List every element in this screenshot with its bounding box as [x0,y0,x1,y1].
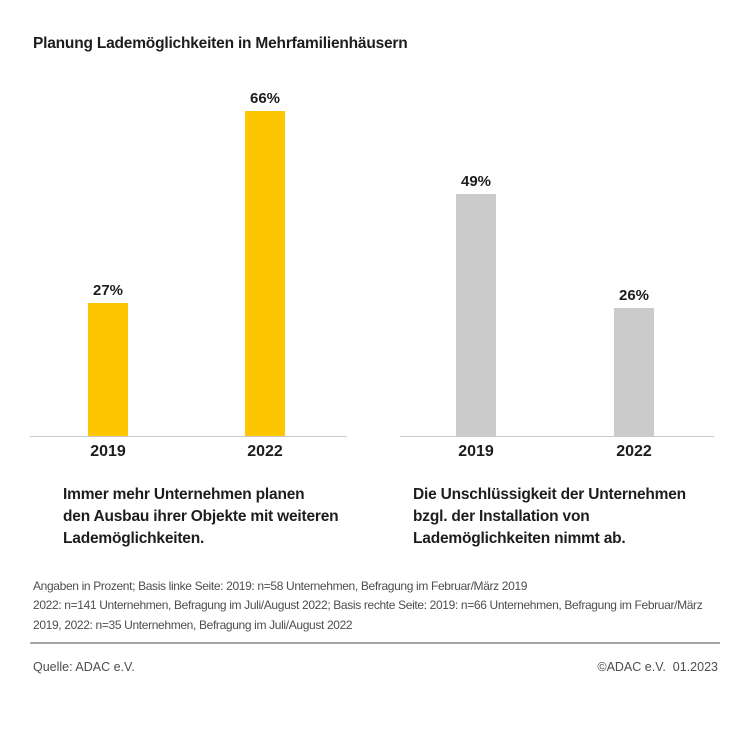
bar-left-2019 [88,303,128,436]
bar-group-left-2022: 66% 2022 [245,90,285,460]
bar-group-right-2019: 49% 2019 [456,90,496,460]
bar-chart-right: 49% 2019 26% 2022 [400,90,714,460]
bar-group-right-2022: 26% 2022 [614,90,654,460]
bar-right-2022 [614,308,654,436]
caption-line: Die Unschlüssigkeit der Unternehmen [413,486,686,503]
x-axis-label: 2022 [247,443,283,460]
x-axis-line [400,436,714,437]
footnote-line: 2019, 2022: n=35 Unternehmen, Befragung … [33,617,353,632]
x-axis-line [30,436,347,437]
bar-left-2022 [245,111,285,436]
chart-caption-right: Die Unschlüssigkeit der Unternehmen bzgl… [413,484,686,550]
bar-chart-left: 27% 2019 66% 2022 [30,90,347,460]
bar-value-label: 26% [618,287,650,304]
bar-right-2019 [456,194,496,436]
x-axis-label: 2019 [90,443,126,460]
bar-value-label: 27% [92,282,124,299]
x-axis-label: 2022 [616,443,652,460]
copyright-text: ©ADAC e.V. 01.2023 [597,660,718,674]
footnote-line: 2022: n=141 Unternehmen, Befragung im Ju… [33,598,703,613]
footnote: Angaben in Prozent; Basis linke Seite: 2… [33,577,703,635]
caption-line: Lademöglichkeiten nimmt ab. [413,530,626,547]
bar-group-left-2019: 27% 2019 [88,90,128,460]
footer-divider [30,642,720,644]
caption-line: den Ausbau ihrer Objekte mit weiteren [63,508,339,525]
x-axis-label: 2019 [458,443,494,460]
caption-line: bzgl. der Installation von [413,508,590,525]
source-text: Quelle: ADAC e.V. [33,660,135,674]
bar-value-label: 66% [249,90,281,107]
caption-line: Immer mehr Unternehmen planen [63,486,305,503]
caption-line: Lademöglichkeiten. [63,530,205,547]
chart-caption-left: Immer mehr Unternehmen planen den Ausbau… [63,484,339,550]
page-title: Planung Lademöglichkeiten in Mehrfamilie… [33,35,408,52]
footnote-line: Angaben in Prozent; Basis linke Seite: 2… [33,579,528,593]
bar-value-label: 49% [460,173,492,190]
